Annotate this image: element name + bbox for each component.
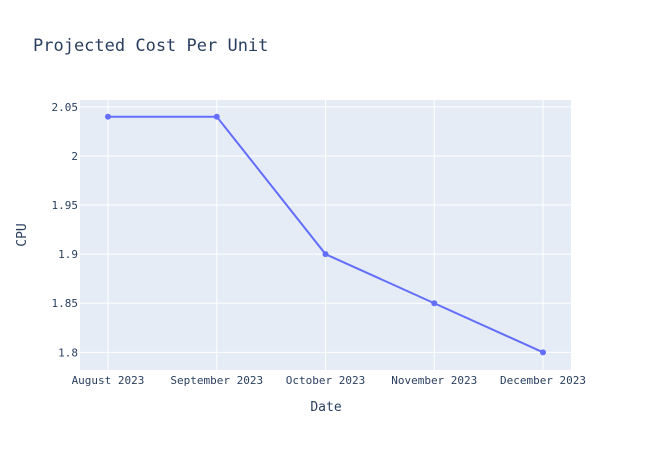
data-point [322,251,329,258]
data-point [540,349,546,356]
x-axis-title: Date [310,400,341,415]
x-tick-label: December 2023 [500,374,586,387]
y-tick-label: 1.95 [52,199,79,212]
chart-title: Projected Cost Per Unit [33,36,268,56]
data-point [213,113,220,120]
data-point [431,300,438,307]
x-tick-label: November 2023 [391,374,477,387]
y-tick-labels: 1.8 1.85 1.9 1.95 2 2.05 [52,101,79,359]
x-tick-label: October 2023 [286,374,365,387]
y-tick-label: 1.85 [52,297,79,310]
y-tick-label: 1.8 [58,346,78,359]
data-point [105,113,111,120]
series-layer [105,113,546,356]
y-axis-title: CPU [15,223,30,246]
y-tick-label: 1.9 [58,248,78,261]
y-tick-label: 2.05 [52,101,79,114]
x-tick-label: August 2023 [72,374,145,387]
x-tick-labels: August 2023 September 2023 October 2023 Nov… [72,374,586,387]
x-tick-label: September 2023 [170,374,263,387]
x-gridlines [107,100,544,370]
y-tick-label: 2 [71,150,78,163]
